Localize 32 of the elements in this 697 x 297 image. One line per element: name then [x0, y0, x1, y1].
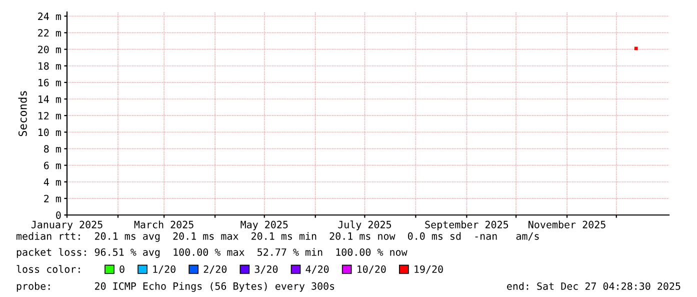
- legend-label: 3/20: [254, 265, 278, 274]
- y-tick-label: 12 m: [38, 112, 61, 120]
- y-tick-label: 22 m: [38, 29, 61, 37]
- y-tick-label: 4 m: [44, 178, 61, 186]
- y-tick-label: 14 m: [38, 96, 61, 103]
- legend-label: 19/20: [414, 265, 443, 274]
- x-tick-label: November 2025: [528, 220, 606, 228]
- x-tick-label: May 2025: [240, 220, 288, 230]
- text: median rtt: 20.1 ms avg 20.1 ms max 20.1 ms min 20.1 ms now 0.0 ms sd -nan am/s: [16, 232, 539, 242]
- legend-label: 4/20: [306, 265, 329, 274]
- y-tick-label: 2 m: [44, 194, 61, 202]
- text: probe: 20 ICMP Echo Pings (56 Bytes) every 300s: [16, 282, 334, 292]
- y-tick-label: 20 m: [38, 46, 61, 54]
- legend-label: 2/20: [204, 265, 227, 274]
- x-tick-label: March 2025: [134, 220, 194, 228]
- y-axis-title: Seconds: [18, 91, 27, 136]
- legend-label: 1/20: [153, 265, 176, 274]
- y-tick-label: 0: [56, 211, 61, 219]
- y-tick-label: 8 m: [44, 145, 61, 153]
- x-tick-label: July 2025: [338, 220, 392, 230]
- legend-label: 0: [120, 265, 124, 273]
- y-tick-label: 18 m: [38, 62, 61, 70]
- y-tick-label: 10 m: [38, 128, 61, 136]
- y-tick-label: 16 m: [38, 78, 61, 86]
- x-tick-label: September 2025: [425, 220, 508, 230]
- y-tick-label: 24 m: [38, 12, 61, 20]
- y-tick-label: 6 m: [44, 162, 61, 170]
- legend-label: 10/20: [358, 265, 386, 274]
- text: end: Sat Dec 27 04:28:30 2025: [507, 282, 680, 290]
- legend-title: loss color:: [16, 265, 80, 273]
- text: packet loss: 96.51 % avg 100.00 % max 52.77 % min 100.00 % now: [16, 248, 408, 258]
- x-tick-label: January 2025: [31, 220, 102, 230]
